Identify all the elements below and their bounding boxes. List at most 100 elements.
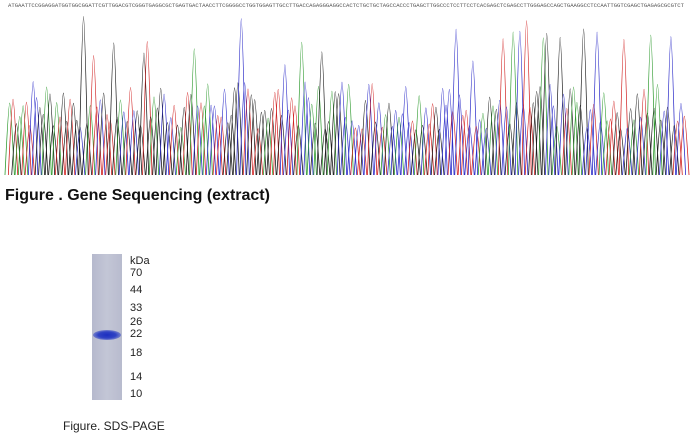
trace-peak-G	[555, 36, 566, 176]
trace-peak-T	[7, 98, 19, 176]
trace-peak-G	[256, 111, 267, 176]
trace-peak-T	[524, 106, 536, 176]
trace-peak-G	[162, 122, 173, 176]
trace-peak-C	[373, 102, 384, 176]
trace-peak-A	[326, 90, 337, 176]
trace-peak-A	[487, 105, 499, 176]
marker-label-10: 10	[130, 388, 143, 400]
trace-peak-C	[209, 105, 220, 176]
trace-peak-C	[239, 82, 250, 176]
trace-peak-C	[595, 121, 606, 176]
trace-peak-T	[367, 83, 378, 176]
trace-peak-C	[390, 110, 401, 176]
sequencing-chromatogram: ATGAATTCCGGAGGATGGTGGCGGATTCGTTGGACGTCGG…	[4, 3, 690, 176]
trace-peak-T	[216, 116, 227, 176]
trace-peak-A	[202, 83, 213, 176]
trace-peak-G	[276, 114, 287, 176]
trace-peak-G	[484, 96, 495, 176]
trace-peak-G	[370, 121, 381, 176]
trace-peak-C	[340, 116, 351, 176]
trace-peak-C	[454, 94, 465, 176]
trace-peak-G	[48, 125, 59, 176]
trace-peak-T	[497, 38, 509, 176]
trace-peak-G	[185, 94, 197, 176]
trace-peak-T	[269, 91, 280, 176]
trace-peak-G	[625, 108, 636, 176]
trace-peak-G	[155, 87, 166, 176]
trace-peak-T	[182, 92, 193, 176]
trace-peak-T	[561, 108, 572, 176]
trace-peak-G	[511, 102, 522, 176]
trace-peak-T	[588, 103, 599, 176]
trace-peak-T	[605, 118, 616, 176]
trace-peak-A	[115, 99, 126, 176]
trace-peak-C	[28, 81, 39, 176]
trace-peak-A	[477, 112, 489, 176]
trace-peak-T	[195, 102, 207, 176]
trace-peak-C	[494, 99, 505, 176]
trace-peak-G	[98, 92, 109, 176]
trace-peak-G	[565, 88, 576, 176]
trace-peak-C	[675, 102, 687, 176]
sds-page-figure-caption: Figure. SDS-PAGE	[63, 419, 165, 433]
trace-peak-A	[18, 105, 29, 176]
trace-peak-C	[236, 18, 247, 176]
trace-peak-G	[111, 116, 123, 176]
trace-peak-G	[232, 82, 244, 176]
trace-peak-T	[88, 55, 99, 176]
base-call-sequence: ATGAATTCCGGAGGATGGTGGCGGATTCGTTGGACGTCGG…	[8, 3, 684, 9]
trace-peak-C	[437, 87, 448, 176]
trace-peak-G	[179, 106, 190, 176]
trace-peak-G	[655, 119, 666, 176]
trace-peak-G	[38, 113, 49, 176]
trace-peak-A	[263, 117, 274, 176]
trace-peak-G	[108, 42, 119, 176]
trace-peak-C	[205, 104, 217, 176]
trace-peak-G	[61, 120, 72, 176]
trace-peak-A	[602, 120, 613, 176]
trace-peak-G	[11, 123, 22, 176]
trace-peak-T	[54, 116, 66, 176]
trace-peak-A	[508, 31, 519, 176]
protein-band	[93, 330, 121, 340]
trace-peak-A	[598, 92, 609, 176]
trace-peak-C	[420, 107, 431, 176]
trace-peak-G	[145, 116, 156, 176]
trace-peak-A	[652, 83, 663, 176]
trace-peak-C	[128, 110, 139, 176]
trace-peak-G	[528, 102, 539, 176]
trace-peak-C	[346, 120, 358, 176]
trace-peak-G	[575, 105, 586, 176]
trace-peak-C	[622, 127, 633, 176]
trace-peak-T	[125, 87, 136, 176]
trace-peak-C	[397, 113, 408, 176]
trace-peak-T	[471, 125, 482, 176]
trace-peak-T	[169, 104, 180, 176]
trace-peak-G	[249, 99, 260, 176]
trace-peak-A	[628, 119, 640, 176]
trace-peak-C	[467, 60, 478, 176]
trace-peak-C	[219, 88, 230, 176]
trace-peak-G	[360, 100, 371, 176]
marker-label-70: 70	[130, 267, 143, 279]
trace-peak-A	[296, 41, 307, 176]
trace-peak-T	[618, 38, 629, 176]
trace-peak-C	[558, 93, 569, 176]
trace-peak-C	[279, 64, 290, 176]
trace-peak-A	[41, 86, 52, 176]
trace-peak-G	[138, 52, 150, 176]
trace-peak-C	[165, 117, 176, 176]
trace-peak-T	[65, 98, 76, 176]
marker-label-44: 44	[130, 284, 143, 296]
trace-peak-C	[665, 36, 676, 176]
trace-peak-G	[383, 102, 395, 176]
trace-peak-A	[568, 86, 579, 176]
trace-peak-T	[91, 106, 103, 176]
trace-peak-G	[44, 93, 56, 176]
trace-peak-C	[158, 93, 170, 176]
trace-peak-T	[252, 128, 264, 176]
trace-peak-A	[51, 102, 62, 176]
trace-peak-G	[330, 91, 341, 176]
trace-peak-A	[14, 116, 25, 176]
trace-peak-C	[591, 31, 603, 176]
